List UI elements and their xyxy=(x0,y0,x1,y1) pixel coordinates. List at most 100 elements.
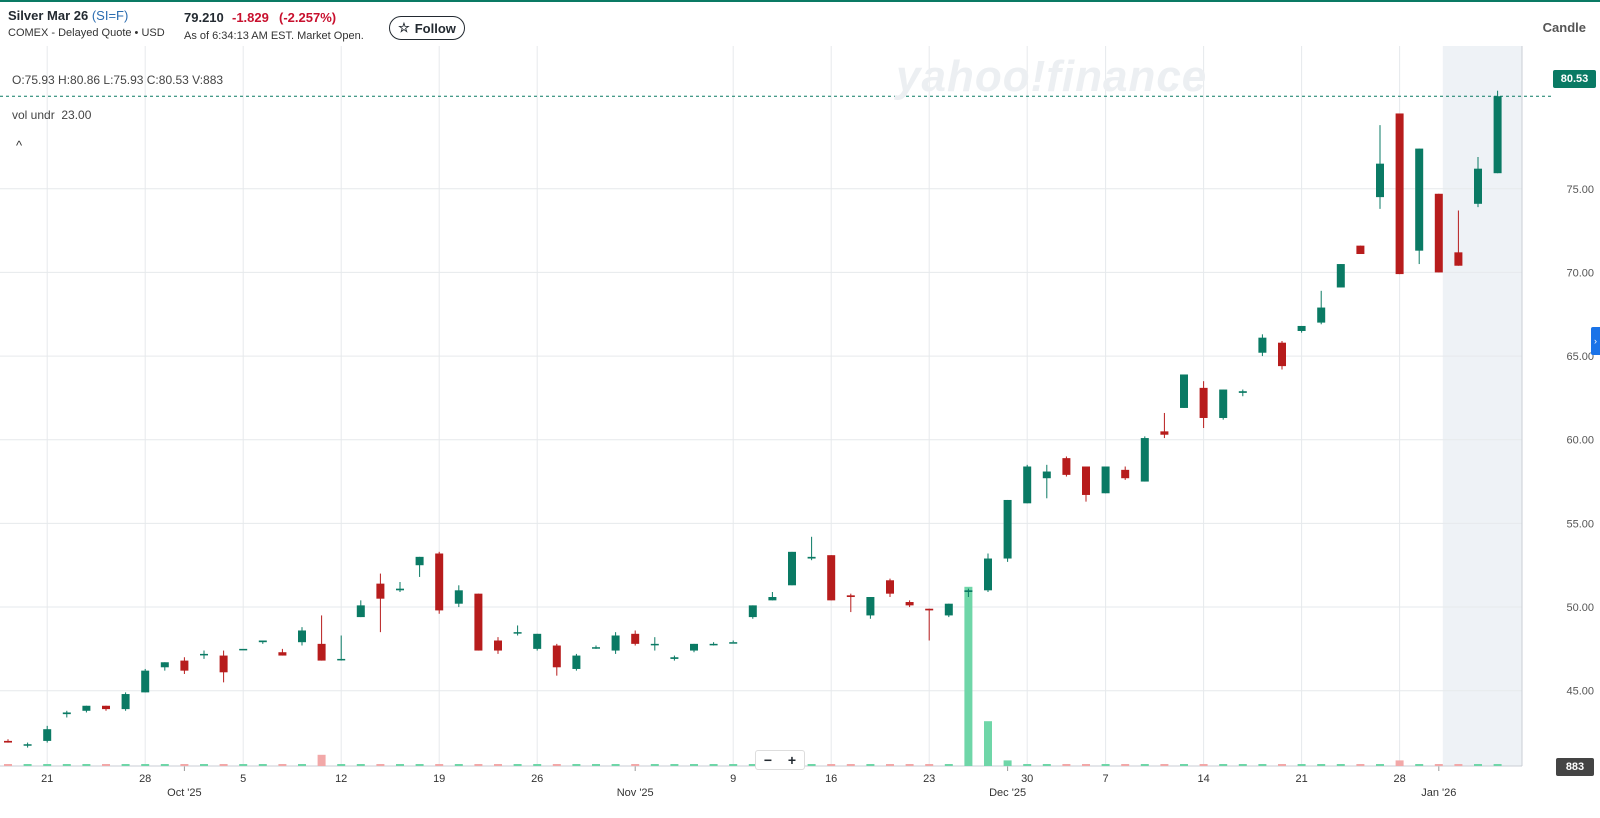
volume-bar xyxy=(180,764,189,766)
zoom-controls: − + xyxy=(755,750,805,770)
ohlc-readout: O:75.93 H:80.86 L:75.93 C:80.53 V:883 xyxy=(12,73,224,87)
x-axis-tick-label: 26 xyxy=(531,773,543,785)
volume-bar xyxy=(1278,764,1286,766)
candle-body xyxy=(82,705,91,711)
volume-bar xyxy=(866,764,875,766)
candle-body xyxy=(1238,391,1247,393)
volume-bar xyxy=(944,764,953,766)
candle-body xyxy=(258,640,267,643)
follow-button[interactable]: ☆ Follow xyxy=(389,16,465,40)
candle-body xyxy=(1278,342,1286,367)
candle-body xyxy=(964,590,973,592)
volume-bar xyxy=(572,764,581,766)
x-axis-tick-label: 9 xyxy=(730,773,736,785)
volume-bar xyxy=(846,764,855,766)
volume-bar xyxy=(62,764,71,766)
y-axis-tick-label: 65.00 xyxy=(1566,351,1594,363)
candle-body xyxy=(748,605,757,618)
volume-bar xyxy=(533,764,542,766)
candle-body xyxy=(788,551,796,586)
volume-bar xyxy=(827,764,836,766)
candle-body xyxy=(1003,499,1012,559)
volume-bar xyxy=(415,764,424,766)
candle-body xyxy=(1121,469,1130,479)
candle-body xyxy=(239,648,248,651)
candle-body xyxy=(494,640,502,651)
volume-bar xyxy=(356,764,365,766)
volume-bar xyxy=(1062,764,1071,766)
candle-body xyxy=(650,643,659,646)
ticker-link[interactable]: (SI=F) xyxy=(91,8,129,23)
volume-bar xyxy=(1415,764,1424,766)
volume-bar xyxy=(121,764,130,766)
candle-body xyxy=(4,740,12,743)
candle-body xyxy=(1434,193,1443,273)
last-volume-badge: 883 xyxy=(1556,758,1594,776)
zoom-out-button[interactable]: − xyxy=(763,752,773,768)
price-change: -1.829 xyxy=(232,10,269,25)
candle-body xyxy=(43,729,52,741)
volume-bar xyxy=(631,764,640,766)
volume-bar xyxy=(82,764,91,766)
x-axis-tick-label: 30 xyxy=(1021,773,1033,785)
quote-timestamp: As of 6:34:13 AM EST. Market Open. xyxy=(184,30,364,42)
chart-type-selector[interactable]: Candle xyxy=(1542,20,1586,35)
volume-bar xyxy=(1140,764,1149,766)
x-axis-tick-label: 23 xyxy=(923,773,935,785)
candle-body xyxy=(317,643,326,661)
volume-bar xyxy=(1493,764,1502,766)
volume-bar xyxy=(102,764,110,766)
price-chart[interactable]: 45.00 50.00 55.00 60.00 65.00 70.00 75.00 21 28 5… xyxy=(0,46,1600,818)
volume-bar xyxy=(239,764,248,766)
volume-bar xyxy=(200,764,208,766)
collapse-legend-icon[interactable]: ^ xyxy=(16,138,23,153)
x-axis-tick-label: 21 xyxy=(1295,773,1307,785)
volume-bar xyxy=(611,764,620,766)
candle-body xyxy=(1454,252,1463,266)
volume-bar xyxy=(23,764,32,766)
x-axis-month-label: Nov '25 xyxy=(617,787,654,799)
volume-bar xyxy=(1317,764,1326,766)
volume-bar xyxy=(670,764,679,766)
volume-bar xyxy=(1101,764,1110,766)
candle-body xyxy=(690,643,698,651)
volume-bar xyxy=(298,764,306,766)
x-axis-tick-label: 21 xyxy=(41,773,53,785)
price-change-percent: (-2.257%) xyxy=(279,10,337,25)
volume-bar xyxy=(43,764,52,766)
candle-body xyxy=(1199,387,1208,418)
volume-bar xyxy=(1454,764,1463,766)
x-axis-tick-label: 5 xyxy=(240,773,246,785)
candle-body xyxy=(533,633,542,649)
volume-bar xyxy=(905,764,914,766)
volume-bar xyxy=(1356,764,1365,766)
candle-body xyxy=(298,630,306,643)
instrument-title: Silver Mar 26 (SI=F) xyxy=(8,8,128,23)
volume-bar xyxy=(1219,764,1228,766)
volume-bar xyxy=(376,764,385,766)
zoom-in-button[interactable]: + xyxy=(787,752,797,768)
volume-bar xyxy=(1199,764,1208,766)
chevron-right-icon[interactable]: › xyxy=(1591,327,1600,355)
volume-bar xyxy=(984,721,992,766)
candle-body xyxy=(984,558,992,591)
candle-body xyxy=(474,593,483,651)
volume-bar xyxy=(592,764,600,766)
candle-body xyxy=(1376,163,1384,198)
y-axis-tick-label: 45.00 xyxy=(1566,686,1594,698)
candle-body xyxy=(1180,374,1188,408)
candle-body xyxy=(356,605,365,618)
candle-body xyxy=(709,643,718,646)
candle-body xyxy=(866,597,875,616)
candle-body xyxy=(23,744,32,746)
candle-body xyxy=(886,580,894,594)
candle-body xyxy=(415,556,424,566)
candle-body xyxy=(807,556,816,559)
x-axis-tick-label: 7 xyxy=(1103,773,1109,785)
candle-body xyxy=(1219,389,1228,418)
volume-bar xyxy=(1160,764,1169,766)
follow-label: Follow xyxy=(414,20,456,36)
candle-body xyxy=(846,595,855,598)
candle-body xyxy=(768,597,777,601)
candle-body xyxy=(121,694,130,710)
